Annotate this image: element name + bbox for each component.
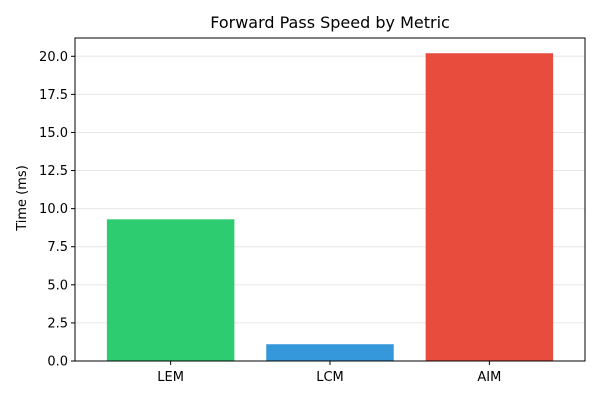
y-tick-label: 20.0 [39,50,68,65]
y-tick-label: 0.0 [47,355,68,370]
y-tick-label: 15.0 [39,126,68,141]
x-tick-label: LCM [316,370,344,385]
bar-lem [106,219,235,361]
y-axis-ticks: 0.0 2.5 5.0 7.5 10.0 12.5 15.0 17.5 20.0 [39,50,75,370]
y-tick-label: 12.5 [39,164,68,179]
x-tick-label: AIM [477,370,501,385]
bar-lcm [266,344,394,361]
y-tick-label: 2.5 [47,316,68,331]
chart-title: Forward Pass Speed by Metric [210,13,450,32]
y-tick-label: 5.0 [47,278,68,293]
y-axis-label: Time (ms) [15,165,30,232]
y-tick-label: 7.5 [47,240,68,255]
bar-aim [425,53,554,362]
x-axis-ticks: LEM LCM AIM [157,361,501,385]
y-tick-label: 17.5 [39,88,68,103]
x-tick-label: LEM [157,370,184,385]
y-tick-label: 10.0 [39,202,68,217]
bars [106,53,554,362]
